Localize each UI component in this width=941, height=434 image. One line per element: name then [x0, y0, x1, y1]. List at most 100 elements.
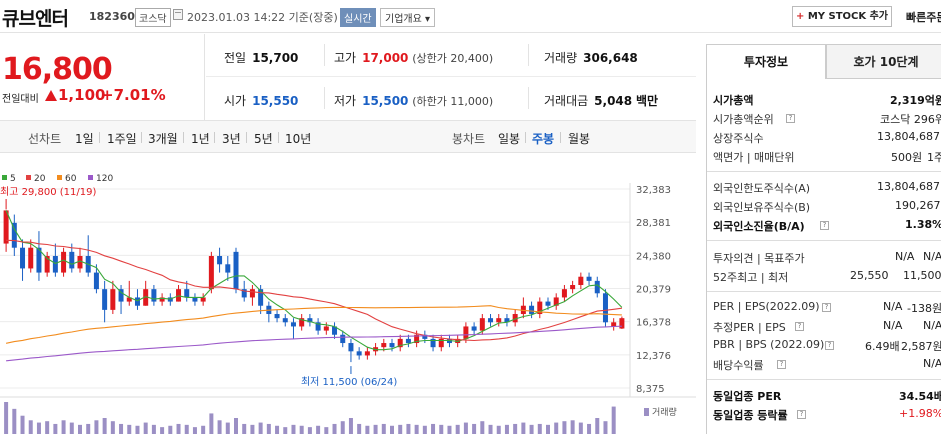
volume-bar	[234, 418, 238, 434]
help-icon[interactable]: ?	[822, 303, 831, 312]
volume-bar	[225, 422, 230, 434]
high-price: 고가 17,000 (상한가 20,400)	[334, 51, 494, 65]
candle-body	[282, 318, 288, 323]
sector-per-row: 동일업종 PER 34.54배	[713, 390, 941, 403]
candle-body	[69, 251, 75, 269]
candle-body	[438, 338, 444, 348]
volume-bar	[28, 420, 33, 434]
help-icon[interactable]: ?	[820, 221, 829, 230]
volume-bar	[595, 418, 600, 434]
current-price-box: 16,800 전일대비 1,100 +7.01%	[0, 34, 205, 120]
company-info-dropdown[interactable]: 기업개요 ▾	[380, 8, 435, 27]
candle-body	[619, 318, 625, 329]
tab-invest-info[interactable]: 투자정보	[706, 44, 826, 79]
diff-label: 전일대비	[2, 94, 39, 105]
volume-bar	[390, 425, 394, 434]
candle-body	[529, 305, 535, 315]
ma5-line	[5, 210, 623, 351]
period-1y[interactable]: 1년	[191, 132, 210, 146]
candle-body	[11, 222, 17, 248]
help-icon[interactable]: ?	[825, 341, 834, 350]
volume-bar	[78, 424, 82, 434]
candle-body	[249, 289, 255, 298]
volume-bar	[94, 420, 99, 434]
candle-body	[225, 264, 231, 273]
volume-bar	[529, 424, 534, 434]
volume-bar	[192, 427, 197, 434]
help-icon[interactable]: ?	[795, 322, 804, 331]
period-1d[interactable]: 1일	[75, 132, 94, 146]
candle-body	[570, 285, 576, 290]
quick-order-link[interactable]: 빠른주문	[906, 11, 941, 24]
candle-body	[553, 297, 559, 306]
help-icon[interactable]: ?	[786, 114, 795, 123]
par-row: 액면가 | 매매단위 500원 1주	[713, 151, 941, 164]
volume-bar	[373, 424, 378, 434]
volume-bar	[365, 425, 370, 434]
candle-body	[151, 289, 157, 302]
period-1w[interactable]: 1주일	[107, 132, 137, 146]
candle-body	[414, 334, 420, 344]
volume-bar	[12, 408, 17, 434]
price-rate: +7.01%	[101, 86, 166, 104]
candle-body	[290, 322, 296, 327]
candle-body	[307, 318, 313, 323]
candle-daily[interactable]: 일봉	[498, 132, 521, 146]
legend-swatch	[88, 175, 93, 180]
volume-label: 거래량	[652, 406, 677, 418]
period-5y[interactable]: 5년	[254, 132, 273, 146]
volume-bar	[283, 427, 288, 434]
tab-orderbook[interactable]: 호가 10단계	[826, 44, 941, 79]
volume-bar	[406, 423, 411, 434]
y-tick-label: 8,375	[636, 384, 665, 395]
volume-bar	[176, 423, 181, 434]
volume-bar	[357, 423, 362, 434]
candle-body	[208, 255, 214, 290]
period-3y[interactable]: 3년	[222, 132, 241, 146]
sector-rate-row: 동일업종 등락률? +1.98%	[713, 407, 941, 422]
help-icon[interactable]: ?	[777, 360, 786, 369]
y-tick-label: 20,379	[636, 285, 671, 296]
stock-name: 큐브엔터	[2, 8, 69, 30]
candle-monthly[interactable]: 월봉	[568, 132, 591, 146]
candle-body	[61, 251, 67, 273]
volume-bar	[275, 425, 280, 434]
volume-bar	[463, 422, 468, 434]
period-3m[interactable]: 3개월	[148, 132, 178, 146]
realtime-button[interactable]: 실시간	[340, 8, 376, 27]
volume-bar	[266, 423, 271, 434]
candle-body	[241, 289, 247, 298]
volume-bar	[504, 424, 509, 434]
candle-body	[340, 334, 346, 344]
volume-bar	[217, 420, 222, 434]
help-icon[interactable]: ?	[797, 410, 806, 419]
add-mystock-button[interactable]: + MY STOCK 추가	[792, 6, 892, 27]
volume-bar	[398, 424, 403, 434]
legend-swatch	[2, 175, 7, 180]
stock-code: 182360	[89, 10, 135, 23]
candle-weekly[interactable]: 주봉	[532, 132, 555, 146]
candle-chart-label: 봉차트	[452, 132, 486, 146]
volume-legend-swatch	[644, 408, 649, 416]
volume-bar	[102, 418, 107, 434]
period-10y[interactable]: 10년	[285, 132, 312, 146]
dividend-row: 배당수익률? N/A	[713, 357, 941, 372]
prev-close: 전일 15,700	[224, 51, 299, 65]
volume-bar	[45, 421, 50, 434]
volume-bar	[537, 423, 542, 434]
quote-datetime: 2023.01.03 14:22 기준(장중)	[187, 11, 338, 24]
candle-body	[356, 351, 362, 356]
volume-bar	[299, 425, 304, 434]
max-annotation: 최고 29,800 (11/19)	[0, 186, 96, 198]
volume-bar	[431, 423, 436, 434]
price-chart[interactable]: 32,383 28,381 24,380 20,379 16,378 12,376 8,37…	[0, 153, 696, 434]
candle-body	[258, 289, 264, 306]
legend-swatch	[57, 175, 62, 180]
candle-body	[561, 289, 567, 298]
volume-bar	[69, 422, 74, 434]
y-tick-label: 32,383	[636, 185, 671, 196]
candle-body	[323, 326, 329, 331]
market-badge: 코스닥	[135, 8, 171, 27]
candle-body	[364, 351, 370, 356]
candle-body	[126, 297, 132, 302]
